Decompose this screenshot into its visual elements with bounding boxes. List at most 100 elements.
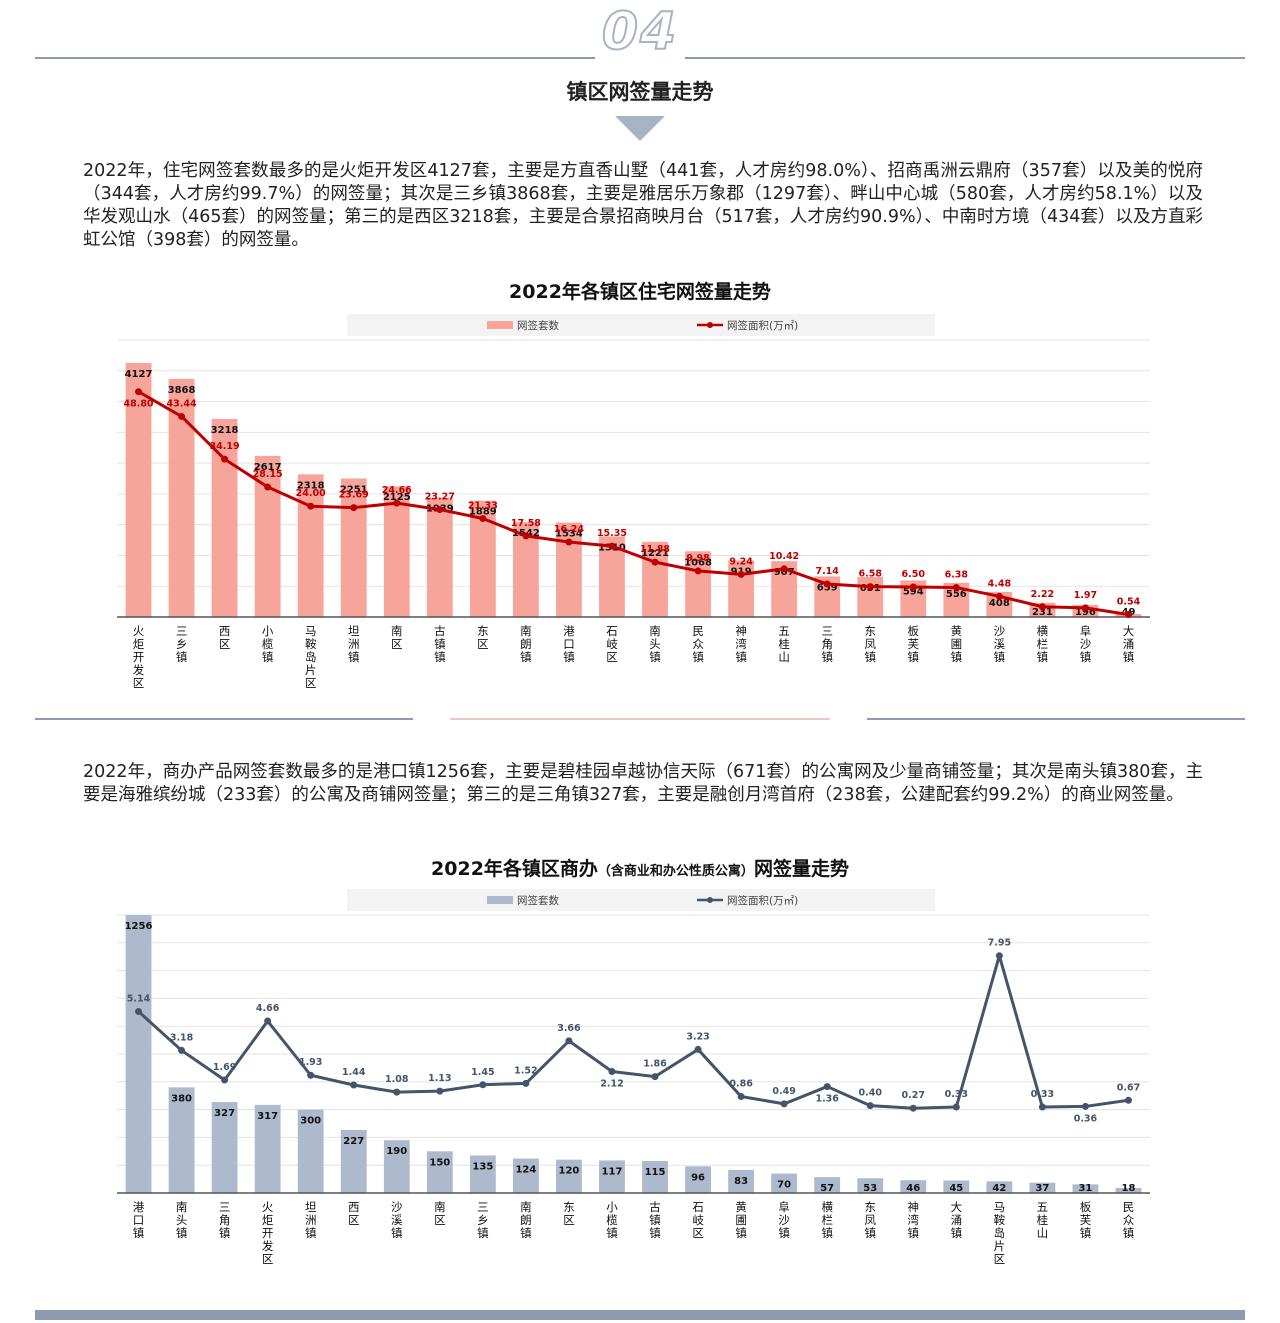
category-label: 民众镇 [692, 624, 704, 664]
bar-value-label: 45 [949, 1183, 963, 1194]
bottom-bar [35, 1310, 1245, 1320]
chart2-title-tail: 网签量走势 [753, 858, 849, 880]
line-point [393, 1088, 401, 1096]
bar-value-label: 1889 [469, 507, 497, 518]
bar-value-label: 53 [863, 1183, 877, 1194]
divider-left [35, 718, 413, 720]
line-point [694, 567, 702, 575]
category-label: 西区 [219, 624, 231, 651]
bar-西区 [340, 1129, 367, 1193]
line-point [522, 532, 530, 540]
line-point [565, 538, 573, 546]
category-label: 板芙镇 [908, 624, 920, 664]
header-rule-left [35, 57, 595, 59]
chart2-title-main: 2022年各镇区商办 [431, 858, 598, 880]
bar-南头镇 [168, 1087, 195, 1193]
line-point [178, 412, 186, 420]
bar-value-label: 190 [386, 1146, 407, 1157]
line-value-label: 28.15 [253, 469, 283, 480]
bar-三乡镇 [469, 1155, 496, 1193]
line-point [565, 1037, 573, 1045]
category-label: 古镇镇 [649, 1200, 661, 1240]
bar-火炬开发区 [125, 362, 152, 617]
line-point [737, 1092, 745, 1100]
line-point [909, 583, 917, 591]
category-label: 坦洲镇 [348, 624, 360, 664]
bar-value-label: 115 [645, 1167, 666, 1178]
bar-黄圃镇 [728, 1169, 755, 1193]
category-label: 横栏镇 [821, 1200, 833, 1240]
line-value-label: 23.27 [425, 492, 455, 503]
bar-value-label: 1256 [125, 921, 153, 932]
bar-南区 [383, 486, 410, 617]
line-point [780, 1100, 788, 1108]
category-label: 大涌镇 [1123, 624, 1135, 664]
category-label: 南朗镇 [520, 624, 532, 664]
line-point [866, 1102, 874, 1110]
line-point [135, 388, 143, 396]
bar-港口镇 [125, 915, 152, 1193]
category-label: 小榄镇 [606, 1200, 618, 1240]
category-label: 神湾镇 [735, 624, 747, 664]
line-point [307, 1071, 315, 1079]
header-rule-right [685, 57, 1245, 59]
bar-value-label: 18 [1122, 1183, 1136, 1194]
line-point [393, 499, 401, 507]
legend-bar-label: 网签套数 [517, 894, 559, 907]
category-label: 南区 [434, 1200, 446, 1227]
bar-大涌镇 [943, 1180, 970, 1193]
bar-value-label: 31 [1078, 1183, 1092, 1194]
bar-value-label: 594 [903, 586, 924, 597]
section-title: 镇区网签量走势 [566, 80, 714, 104]
line-point [780, 565, 788, 573]
category-label: 大涌镇 [951, 1200, 963, 1240]
bar-南区 [426, 1151, 453, 1193]
section-number: 04 [601, 1, 679, 63]
bar-value-label: 2617 [254, 462, 282, 473]
line-value-label: 1.52 [514, 1065, 537, 1076]
line-point [952, 584, 960, 592]
bar-火炬开发区 [254, 1104, 281, 1193]
line-value-label: 1.86 [643, 1059, 667, 1070]
line-point [1124, 1096, 1132, 1104]
line-value-label: 6.50 [902, 569, 926, 580]
line-value-label: 6.58 [859, 569, 883, 580]
category-label: 南区 [391, 624, 403, 651]
bar-value-label: 2318 [297, 480, 325, 491]
line-point [522, 1079, 530, 1087]
bar-南朗镇 [512, 1158, 539, 1193]
bar-沙溪镇 [383, 1140, 410, 1193]
bar-value-label: 317 [257, 1111, 278, 1122]
line-value-label: 3.23 [686, 1031, 709, 1042]
line-value-label: 0.49 [772, 1086, 795, 1097]
category-label: 古镇镇 [434, 624, 446, 664]
line-value-label: 0.40 [859, 1088, 883, 1099]
bar-古镇镇 [426, 497, 453, 617]
line-point [479, 515, 487, 523]
category-label: 火炬开发区 [133, 624, 145, 690]
legend-line-label: 网签面积(万㎡) [727, 894, 798, 907]
bar-神湾镇 [728, 560, 755, 617]
commercial-chart: 网签套数 网签面积(万㎡) 1256 380 327 317 300 227 190 150 135… [117, 889, 1150, 1266]
legend-line-marker [707, 897, 713, 903]
line-point [479, 1081, 487, 1089]
category-label: 坦洲镇 [305, 1200, 317, 1240]
line-point [608, 1067, 616, 1075]
line-value-label: 7.14 [815, 566, 839, 577]
area-trend-line [137, 390, 1129, 616]
bar-value-label: 150 [429, 1157, 450, 1168]
line-value-label: 6.38 [945, 570, 969, 581]
bar-value-label: 327 [214, 1108, 235, 1119]
residential-chart: 网签套数 网签面积(万㎡) 4127 3868 3218 2617 2318 2251 2125… [117, 314, 1150, 690]
category-label: 小榄镇 [262, 624, 274, 664]
line-value-label: 1.93 [299, 1057, 322, 1068]
bar-value-label: 2251 [340, 484, 368, 495]
line-value-label: 1.44 [342, 1067, 366, 1078]
category-label: 黄圃镇 [951, 624, 963, 664]
bar-value-label: 117 [602, 1166, 623, 1177]
category-label: 三乡镇 [477, 1200, 489, 1240]
line-point [1081, 604, 1089, 612]
line-point [737, 570, 745, 578]
chart2-title: 2022年各镇区商办（含商业和办公性质公寓）网签量走势 [0, 854, 1280, 881]
bar-value-label: 1068 [684, 557, 712, 568]
